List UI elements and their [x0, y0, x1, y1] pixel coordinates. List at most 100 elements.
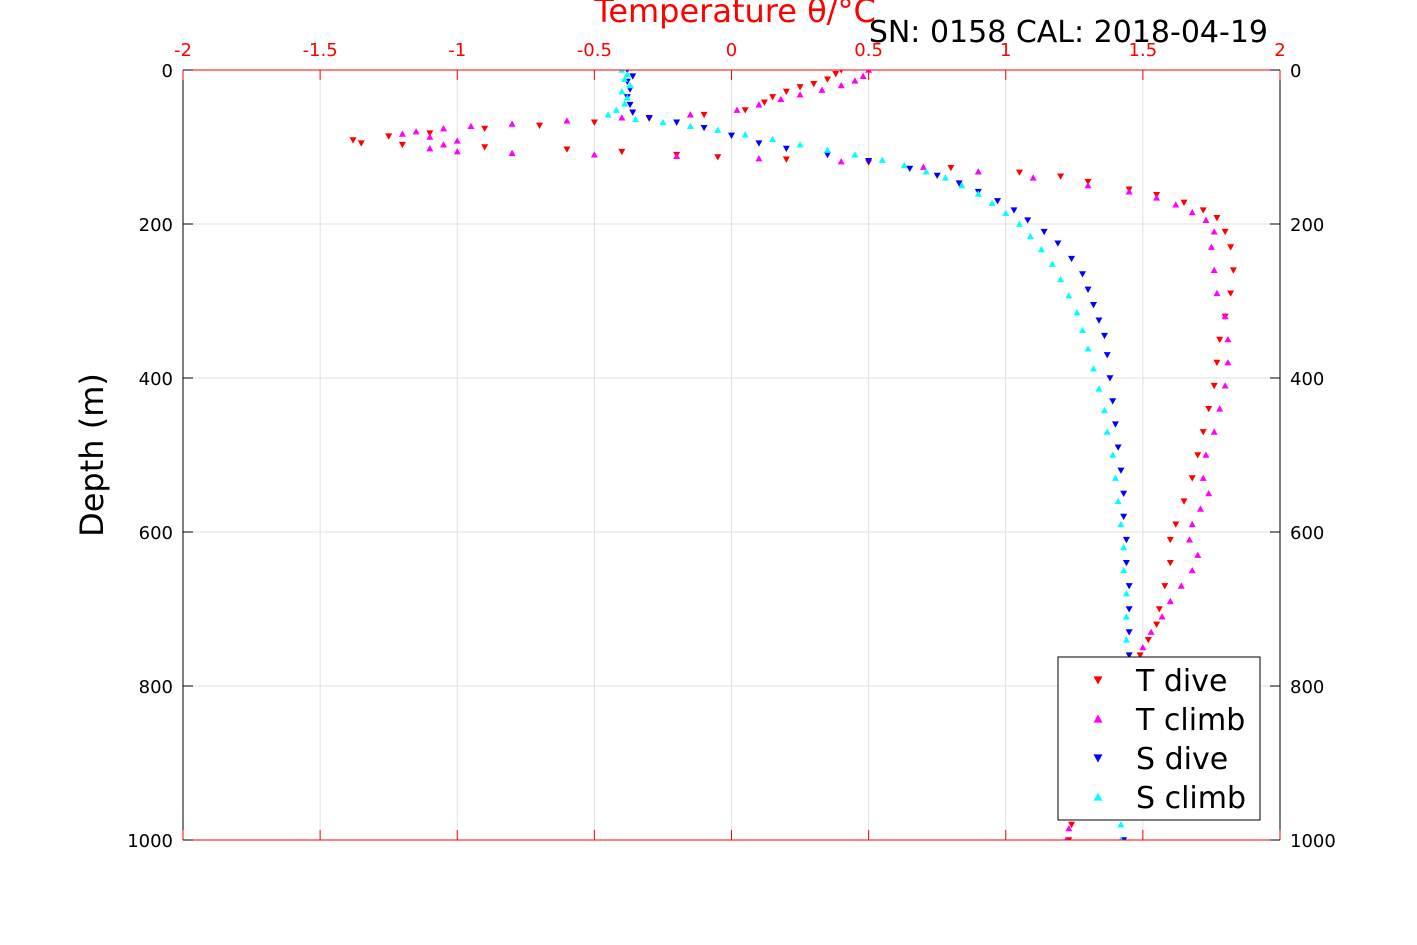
data-point	[1002, 209, 1010, 217]
data-point	[1166, 560, 1174, 567]
data-point	[686, 122, 694, 130]
data-point	[1202, 216, 1210, 223]
data-point	[1024, 217, 1032, 224]
data-point	[994, 198, 1002, 205]
data-point	[440, 141, 448, 148]
data-point	[618, 70, 626, 73]
data-point	[1084, 286, 1092, 293]
legend-marker	[1093, 792, 1103, 801]
data-point	[974, 168, 982, 175]
data-point	[1048, 260, 1056, 267]
y-axis-label: Depth (m)	[73, 373, 111, 537]
data-point	[859, 72, 867, 79]
data-point	[839, 70, 844, 74]
x-tick-label: -1	[448, 40, 466, 61]
data-point	[1026, 232, 1034, 240]
data-point	[467, 122, 475, 130]
data-point	[1120, 490, 1128, 497]
data-point	[1125, 629, 1133, 636]
data-point	[733, 106, 741, 113]
data-point	[632, 115, 640, 123]
data-point	[1210, 266, 1218, 273]
data-point	[988, 199, 996, 207]
data-point	[1114, 444, 1122, 451]
x-tick-label: -0.5	[577, 40, 612, 61]
data-point	[1177, 582, 1185, 589]
data-point	[1227, 290, 1235, 297]
data-point	[741, 107, 749, 114]
data-point	[1125, 652, 1133, 659]
data-point	[1188, 208, 1196, 216]
data-point	[1120, 513, 1128, 521]
data-point	[832, 71, 840, 78]
data-point	[1199, 429, 1207, 436]
data-point	[623, 71, 631, 78]
data-point	[1188, 567, 1196, 574]
data-point	[1199, 207, 1207, 214]
data-point	[1172, 521, 1180, 528]
data-point	[1117, 821, 1125, 828]
data-point	[1188, 475, 1196, 482]
y-tick-label-right: 200	[1290, 215, 1324, 236]
data-point	[1095, 317, 1103, 324]
data-point	[1216, 336, 1224, 343]
data-point	[1205, 406, 1213, 413]
y-tick-label-right: 0	[1290, 61, 1301, 82]
data-point	[941, 174, 949, 181]
data-point	[810, 81, 818, 88]
data-point	[1180, 199, 1188, 206]
data-point	[782, 88, 790, 96]
data-point	[1057, 173, 1065, 180]
x-axis-label: Temperature θ/°C	[593, 0, 876, 30]
data-point	[618, 148, 626, 156]
data-point	[1166, 597, 1174, 605]
data-point	[818, 86, 826, 93]
y-tick-label-left: 400	[139, 369, 173, 390]
data-point	[933, 172, 941, 179]
data-point	[1068, 821, 1076, 829]
x-tick-label: 1.5	[1129, 40, 1158, 61]
y-tick-label-right: 400	[1290, 369, 1324, 390]
data-point	[878, 156, 886, 163]
y-tick-label-left: 200	[139, 215, 173, 236]
data-point	[1172, 201, 1180, 208]
data-point	[1153, 621, 1161, 628]
data-point	[412, 128, 420, 135]
data-point	[906, 165, 914, 173]
data-point	[426, 145, 434, 152]
data-point	[1125, 606, 1133, 613]
y-tick-label-left: 800	[139, 677, 173, 698]
data-point	[1064, 836, 1069, 840]
data-point	[1229, 267, 1237, 274]
data-point	[453, 137, 461, 144]
data-point	[922, 168, 930, 175]
data-point	[629, 109, 637, 116]
data-point	[1207, 243, 1215, 250]
data-point	[626, 101, 634, 109]
data-point	[349, 137, 357, 144]
data-point	[1095, 385, 1103, 392]
data-point	[1100, 406, 1108, 414]
data-point	[357, 140, 365, 147]
data-point	[1216, 405, 1224, 412]
data-point	[621, 100, 629, 107]
x-tick-label: -1.5	[303, 40, 338, 61]
legend-marker	[1093, 676, 1103, 685]
data-point	[1202, 451, 1210, 458]
y-tick-label-right: 600	[1290, 523, 1324, 544]
data-point	[398, 141, 406, 149]
data-point	[700, 124, 708, 132]
data-point	[1100, 332, 1108, 340]
data-point	[1057, 275, 1065, 283]
data-point	[686, 111, 694, 118]
data-point	[1090, 365, 1098, 372]
data-point	[626, 81, 634, 89]
data-point	[919, 163, 927, 170]
data-point	[755, 101, 763, 108]
data-point	[1199, 474, 1207, 481]
data-point	[1224, 336, 1232, 343]
data-point	[508, 149, 516, 156]
data-point	[1010, 207, 1018, 214]
